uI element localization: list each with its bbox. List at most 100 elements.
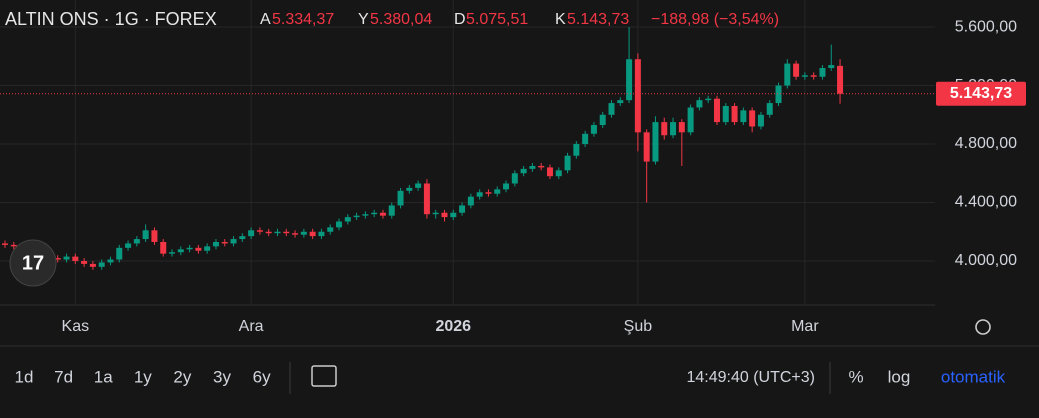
candle-body xyxy=(775,85,782,104)
candle-body xyxy=(300,231,307,235)
candle-body xyxy=(450,212,457,218)
candle-body xyxy=(89,263,96,267)
candle-body xyxy=(590,125,597,134)
candle-body xyxy=(837,65,844,94)
candle-body xyxy=(397,190,404,206)
candle-body xyxy=(248,230,255,237)
candle-body xyxy=(160,241,167,254)
candle-body xyxy=(555,170,562,177)
candle-body xyxy=(379,212,386,216)
candle-body xyxy=(212,241,219,247)
candle-body xyxy=(195,247,202,251)
candle-body xyxy=(626,59,633,101)
candle-body xyxy=(256,230,263,232)
ohlc-value: 5.380,04 xyxy=(370,11,432,28)
range-button[interactable]: 1y xyxy=(134,367,152,386)
candle-body xyxy=(265,231,272,234)
candle-body xyxy=(133,239,140,244)
candle-body xyxy=(485,192,492,194)
range-button[interactable]: 7d xyxy=(54,367,73,386)
x-tick-label: Mar xyxy=(791,318,819,335)
ohlc-key: Y xyxy=(358,11,369,28)
candle-body xyxy=(204,246,211,251)
auto-button[interactable]: otomatik xyxy=(941,367,1006,386)
candle-body xyxy=(151,230,158,242)
range-button[interactable]: 1a xyxy=(94,367,113,386)
candle-body xyxy=(309,231,316,237)
candle-body xyxy=(749,110,756,127)
candle-body xyxy=(81,260,88,264)
candle-body xyxy=(670,122,677,136)
candle-body xyxy=(731,106,738,123)
x-tick-label: Şub xyxy=(624,318,653,335)
y-tick-label: 4.800,00 xyxy=(955,135,1017,152)
range-button[interactable]: 2y xyxy=(173,367,191,386)
range-button[interactable]: 1d xyxy=(15,367,34,386)
change-label: −188,98 (−3,54%) xyxy=(651,11,779,28)
candle-body xyxy=(564,155,571,171)
ohlc-key: K xyxy=(555,11,566,28)
candle-body xyxy=(617,100,624,104)
candle-body xyxy=(415,183,422,188)
candle-body xyxy=(239,236,246,240)
candle-body xyxy=(511,173,518,184)
ohlc-value: 5.334,37 xyxy=(272,11,334,28)
range-button[interactable]: 6y xyxy=(253,367,271,386)
y-tick-label: 4.000,00 xyxy=(955,252,1017,269)
candle-body xyxy=(643,132,650,162)
candle-body xyxy=(582,133,589,145)
time: 14:49:40 (UTC+3) xyxy=(686,369,815,386)
candle-body xyxy=(573,144,580,156)
candle-body xyxy=(441,212,448,218)
candle-body xyxy=(503,183,510,190)
logo-mark: 17 xyxy=(22,252,44,274)
candle-body xyxy=(388,205,395,216)
candle-body xyxy=(116,247,123,260)
candle-body xyxy=(292,233,299,235)
candle-body xyxy=(757,114,764,127)
candle-body xyxy=(661,122,668,136)
candle-body xyxy=(423,183,430,215)
candle-body xyxy=(678,122,685,133)
x-tick-label: 2026 xyxy=(435,318,471,335)
range-button[interactable]: 3y xyxy=(213,367,231,386)
candle-body xyxy=(10,244,17,247)
candle-body xyxy=(801,75,808,77)
candle-body xyxy=(793,63,800,77)
candle-body xyxy=(705,98,712,101)
candle-body xyxy=(819,67,826,77)
candle-body xyxy=(476,192,483,197)
x-tick-label: Ara xyxy=(239,318,264,335)
candle-body xyxy=(327,227,334,232)
settings-icon[interactable] xyxy=(975,319,991,335)
candle-body xyxy=(828,65,835,68)
compare-icon[interactable] xyxy=(311,365,337,387)
ohlc-value: 5.143,73 xyxy=(567,11,629,28)
logo[interactable] xyxy=(9,239,57,287)
candle-body xyxy=(784,63,791,86)
ohlc-key: A xyxy=(260,11,271,28)
candle-body xyxy=(63,256,70,260)
ohlc-value: 5.075,51 xyxy=(466,11,528,28)
candle-body xyxy=(546,167,553,177)
candle-body xyxy=(371,212,378,215)
candle-body xyxy=(362,214,369,216)
candle-body xyxy=(230,239,237,244)
candle-body xyxy=(177,249,184,253)
y-tick-label: 5.600,00 xyxy=(955,18,1017,35)
candle-body xyxy=(520,168,527,174)
percent-button[interactable]: % xyxy=(848,367,863,386)
candle-body xyxy=(336,221,343,228)
candle-body xyxy=(713,98,720,123)
candle-body xyxy=(652,122,659,162)
candle-body xyxy=(740,110,747,123)
candle-body xyxy=(186,247,193,250)
candle-body xyxy=(634,59,641,133)
price-label: 5.143,73 xyxy=(950,85,1012,102)
candle-body xyxy=(722,106,729,123)
candle-body xyxy=(274,231,281,234)
log-button[interactable]: log xyxy=(888,367,911,386)
candle-body xyxy=(125,243,132,248)
